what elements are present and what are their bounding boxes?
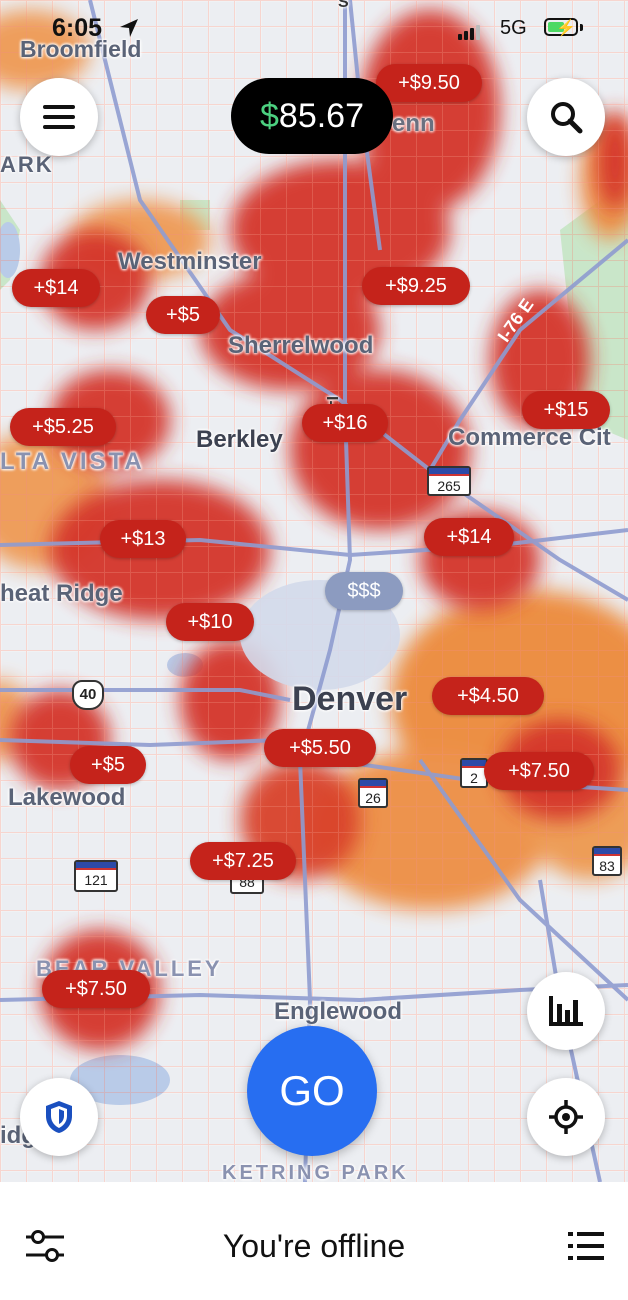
preferences-icon (26, 1230, 64, 1262)
surge-pill[interactable]: +$7.50 (484, 752, 594, 790)
interstate-shield: 26 (358, 778, 388, 808)
surge-pill[interactable]: +$16 (302, 404, 388, 442)
surge-pill[interactable]: +$9.50 (376, 64, 482, 102)
highway-label: S (338, 0, 349, 11)
location-arrow-icon (120, 19, 138, 37)
recenter-icon (549, 1100, 583, 1134)
place-label: Englewood (274, 998, 402, 1025)
surge-pill[interactable]: +$5 (146, 296, 220, 334)
recenter-button[interactable] (527, 1078, 605, 1156)
interstate-shield: 121 (74, 860, 118, 892)
place-label: ARK (0, 152, 54, 177)
list-button[interactable] (568, 1230, 604, 1267)
surge-pill[interactable]: +$4.50 (432, 677, 544, 715)
menu-icon (43, 105, 75, 129)
safety-shield-icon (46, 1101, 72, 1133)
place-label-denver: Denver (292, 680, 408, 718)
place-label: LTA VISTA (0, 448, 145, 475)
surge-pill[interactable]: +$7.25 (190, 842, 296, 880)
place-label: KETRING PARK (222, 1162, 409, 1184)
preferences-button[interactable] (26, 1228, 64, 1269)
map-view[interactable] (0, 0, 628, 1182)
network-type: 5G (500, 17, 527, 39)
list-icon (568, 1232, 604, 1260)
battery-icon: ⚡ (544, 18, 578, 37)
surge-pill[interactable]: +$5 (70, 746, 146, 784)
earnings-amount: 85.67 (278, 96, 364, 135)
place-label: heat Ridge (0, 580, 123, 607)
surge-pill-premium[interactable]: $$$ (325, 572, 403, 610)
place-label: Berkley (196, 426, 283, 453)
status-time: 6:05 (52, 14, 103, 42)
surge-pill[interactable]: +$14 (12, 269, 100, 307)
search-icon (551, 102, 583, 134)
earnings-button[interactable]: $85.67 (231, 78, 393, 154)
bottom-bar (0, 1182, 628, 1300)
place-label: enn (392, 110, 435, 137)
earnings-currency: $ (259, 96, 279, 135)
signal-icon (458, 22, 482, 40)
status-bar: 6:05 5G ⚡ (0, 0, 628, 60)
menu-button[interactable] (20, 78, 98, 156)
place-label: Westminster (118, 248, 262, 275)
surge-pill[interactable]: +$10 (166, 603, 254, 641)
map-canvas (0, 0, 628, 1182)
offline-status[interactable]: You're offline (222, 1228, 406, 1264)
place-label: Lakewood (8, 784, 126, 811)
earnings-chart-icon (549, 996, 583, 1026)
go-online-button[interactable]: GO (247, 1026, 377, 1156)
interstate-shield: 265 (427, 466, 471, 496)
surge-pill[interactable]: +$5.25 (10, 408, 116, 446)
surge-pill[interactable]: +$14 (424, 518, 514, 556)
surge-pill[interactable]: +$9.25 (362, 267, 470, 305)
surge-pill[interactable]: +$15 (522, 391, 610, 429)
surge-pill[interactable]: +$13 (100, 520, 186, 558)
interstate-shield: 83 (592, 846, 622, 876)
search-button[interactable] (527, 78, 605, 156)
place-label: Sherrelwood (228, 332, 374, 359)
surge-pill[interactable]: +$7.50 (42, 970, 150, 1008)
surge-pill[interactable]: +$5.50 (264, 729, 376, 767)
place-label: Broomfield (20, 36, 142, 62)
us-route-shield: 40 (72, 680, 104, 710)
safety-button[interactable] (20, 1078, 98, 1156)
earnings-chart-button[interactable] (527, 972, 605, 1050)
